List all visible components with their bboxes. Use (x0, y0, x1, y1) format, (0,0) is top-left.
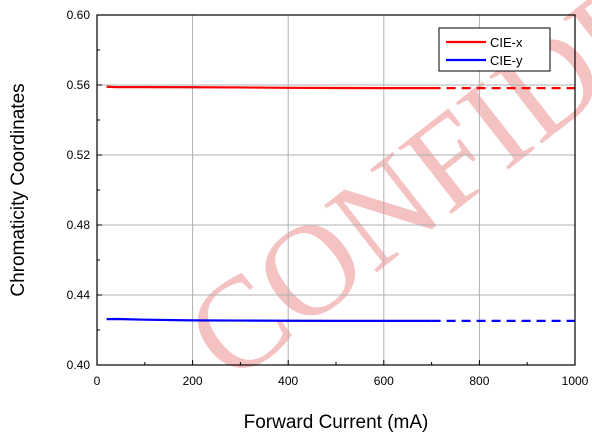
y-axis: 0.40 0.44 0.48 0.52 0.56 0.60 (67, 8, 102, 372)
grid (97, 15, 575, 365)
series-cie-x-line (106, 85, 432, 90)
x-tick-label: 600 (374, 374, 394, 388)
y-axis-title: Chromaticity Coordinates (8, 83, 29, 296)
x-tick-label: 1000 (562, 374, 589, 388)
x-axis: 0 200 400 600 800 1000 (94, 360, 589, 388)
y-tick-label: 0.56 (67, 78, 91, 92)
legend: CIE-x CIE-y (438, 27, 551, 72)
y-tick-label: 0.60 (67, 8, 91, 22)
x-tick-label: 0 (94, 374, 101, 388)
series-cie-y-line (106, 317, 432, 322)
legend-label-cie-x: CIE-x (490, 35, 523, 50)
x-tick-label: 200 (183, 374, 203, 388)
x-axis-title: Forward Current (mA) (244, 412, 429, 433)
y-tick-label: 0.44 (67, 288, 91, 302)
x-tick-label: 400 (278, 374, 298, 388)
y-tick-label: 0.40 (67, 358, 91, 372)
y-tick-label: 0.48 (67, 218, 91, 232)
legend-label-cie-y: CIE-y (490, 53, 523, 68)
legend-box (438, 27, 551, 72)
plot-lines (106, 85, 575, 322)
x-tick-label: 800 (469, 374, 489, 388)
y-tick-label: 0.52 (67, 148, 91, 162)
